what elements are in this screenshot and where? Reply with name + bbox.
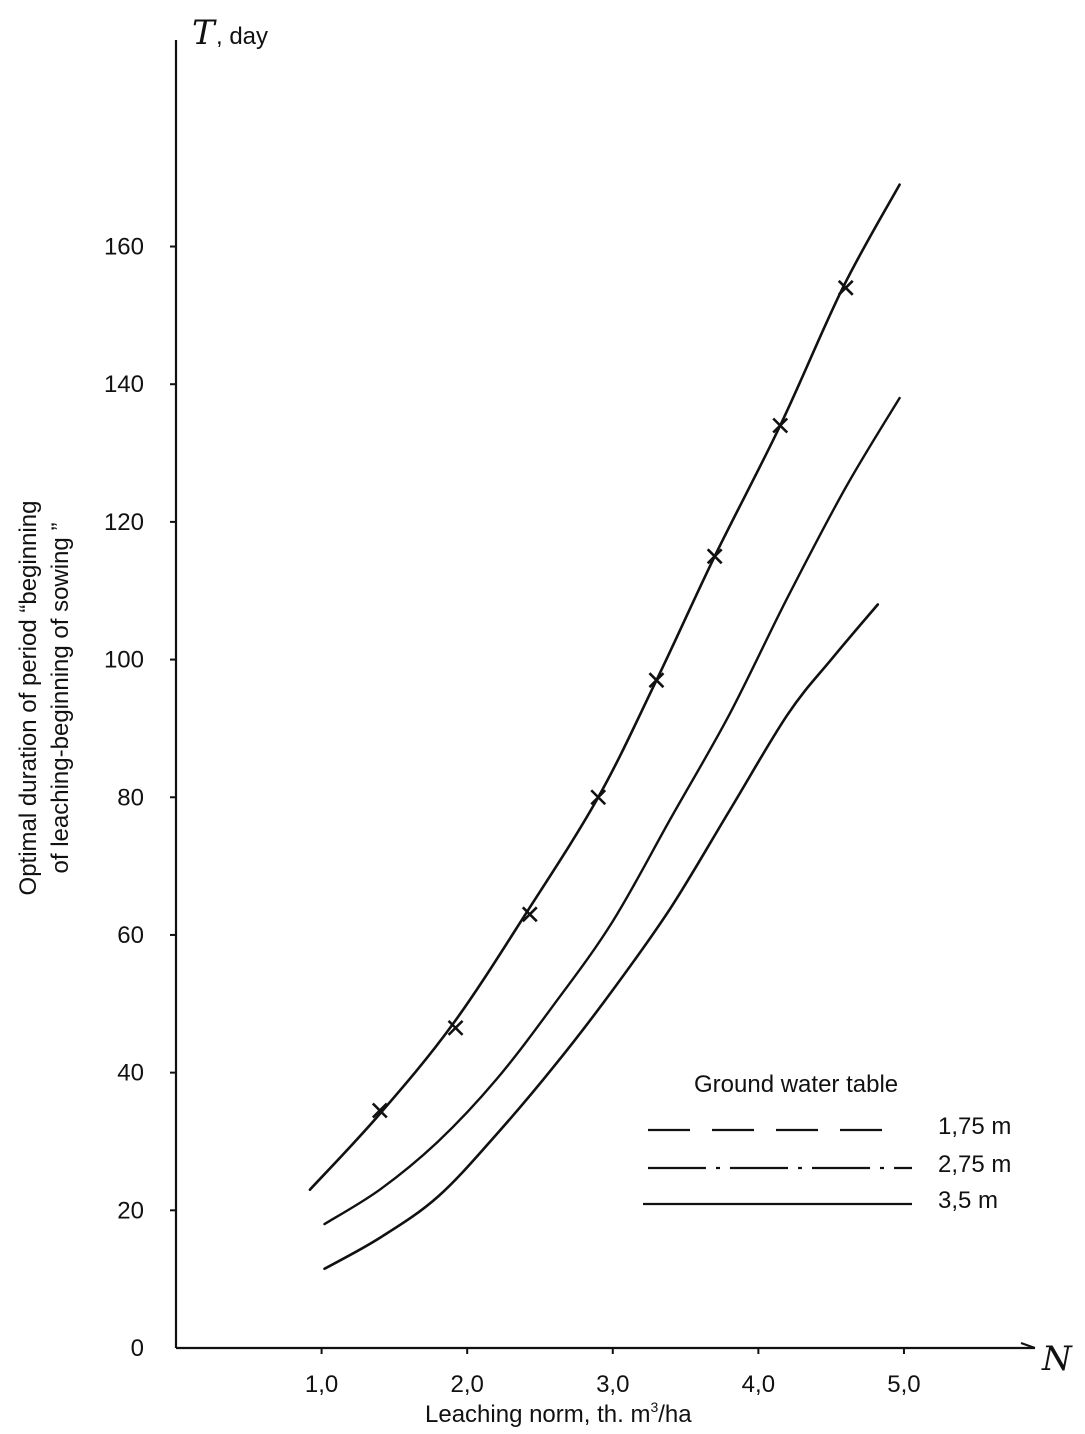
series-1-marker [706,548,723,565]
tick-marks: 0 20 40 60 80 100 120 140 160 1,0 2,0 3,0 4,0 5,0 [104,234,921,1398]
y-tick-label: 0 [131,1335,144,1362]
y-tick-label: 120 [104,509,144,536]
x-axis-label-main: Leaching norm, th. m [425,1401,650,1428]
x-tick-label: 3,0 [596,1371,629,1398]
series-line-3 [323,603,880,1271]
series-line-1 [308,183,901,1191]
series-1-marker [590,789,607,806]
x-tick-label: 1,0 [305,1371,338,1398]
y-tick-label: 60 [117,922,144,949]
x-axis-arrow [1020,1342,1036,1349]
series-1-marker [447,1019,464,1036]
series-1-marker [837,279,854,296]
series-1-marker [772,417,789,434]
series-1-marker [371,1102,388,1119]
x-axis-symbol: N [1041,1339,1073,1379]
legend: Ground water table 1,75 m 2,75 m 3,5 m [643,1071,1011,1214]
y-axis-label-line1: Optimal duration of period “beginning [15,501,42,896]
x-tick-label: 4,0 [742,1371,775,1398]
axes [174,40,1036,1350]
legend-title: Ground water table [694,1071,898,1098]
series-1-marker [521,906,538,923]
series-1-marker [648,672,665,689]
x-tick-label: 2,0 [450,1371,483,1398]
series-layer [308,183,901,1271]
y-tick-label: 20 [117,1197,144,1224]
y-tick-label: 80 [117,784,144,811]
series-line-2 [323,396,901,1226]
y-axis-symbol: T [192,13,217,53]
legend-label-3: 3,5 m [938,1187,998,1214]
y-tick-label: 140 [104,371,144,398]
x-axis-label-end: /ha [658,1401,692,1428]
y-tick-label: 40 [117,1060,144,1087]
y-axis-unit: , day [216,23,268,50]
y-axis-label-line2: of leaching-beginning of sowing ” [47,523,74,874]
markers-layer [371,279,854,1119]
x-tick-label: 5,0 [887,1371,920,1398]
y-tick-label: 100 [104,647,144,674]
legend-label-2: 2,75 m [938,1151,1011,1178]
y-tick-label: 160 [104,234,144,261]
legend-label-1: 1,75 m [938,1113,1011,1140]
x-axis-label-sup: 3 [650,1399,658,1415]
x-axis-label: Leaching norm, th. m3/ha [425,1399,692,1428]
